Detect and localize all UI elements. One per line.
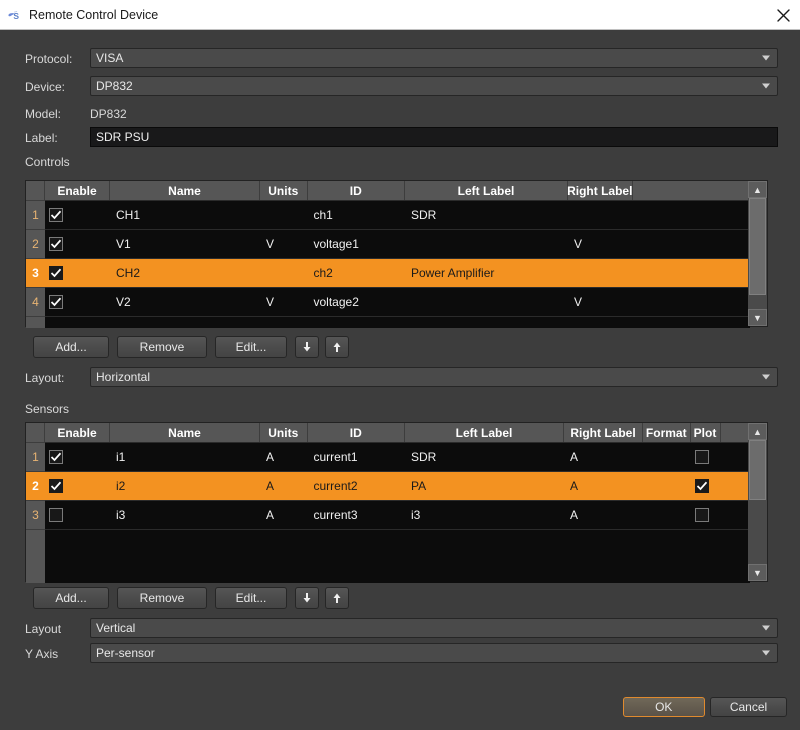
svg-text:S: S	[13, 11, 19, 21]
